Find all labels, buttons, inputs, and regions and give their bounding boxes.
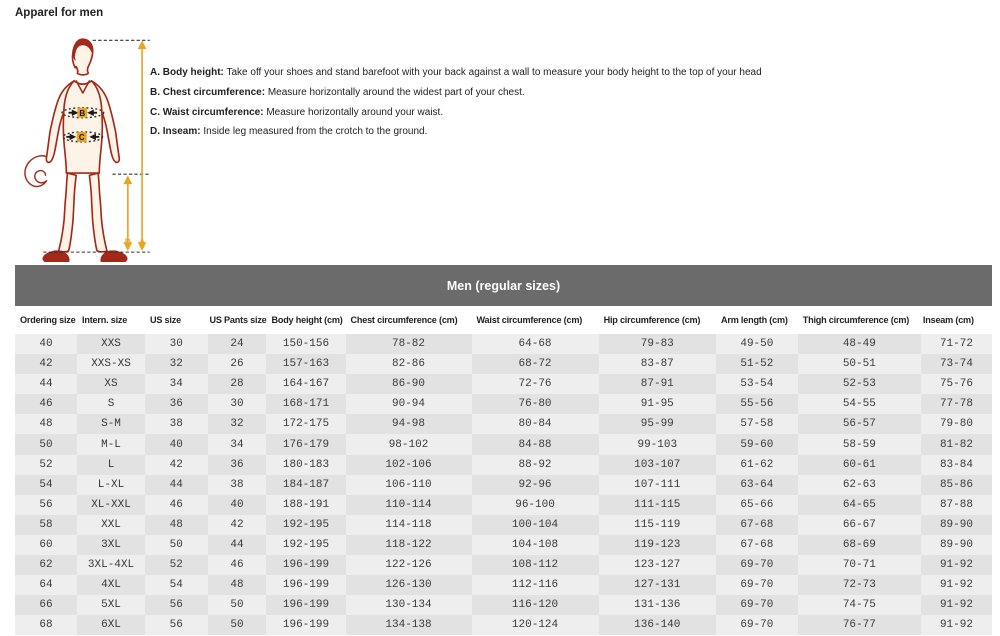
svg-text:C: C <box>79 133 85 142</box>
svg-text:D: D <box>125 237 131 246</box>
svg-text:A: A <box>139 237 145 246</box>
svg-text:B: B <box>79 109 85 118</box>
